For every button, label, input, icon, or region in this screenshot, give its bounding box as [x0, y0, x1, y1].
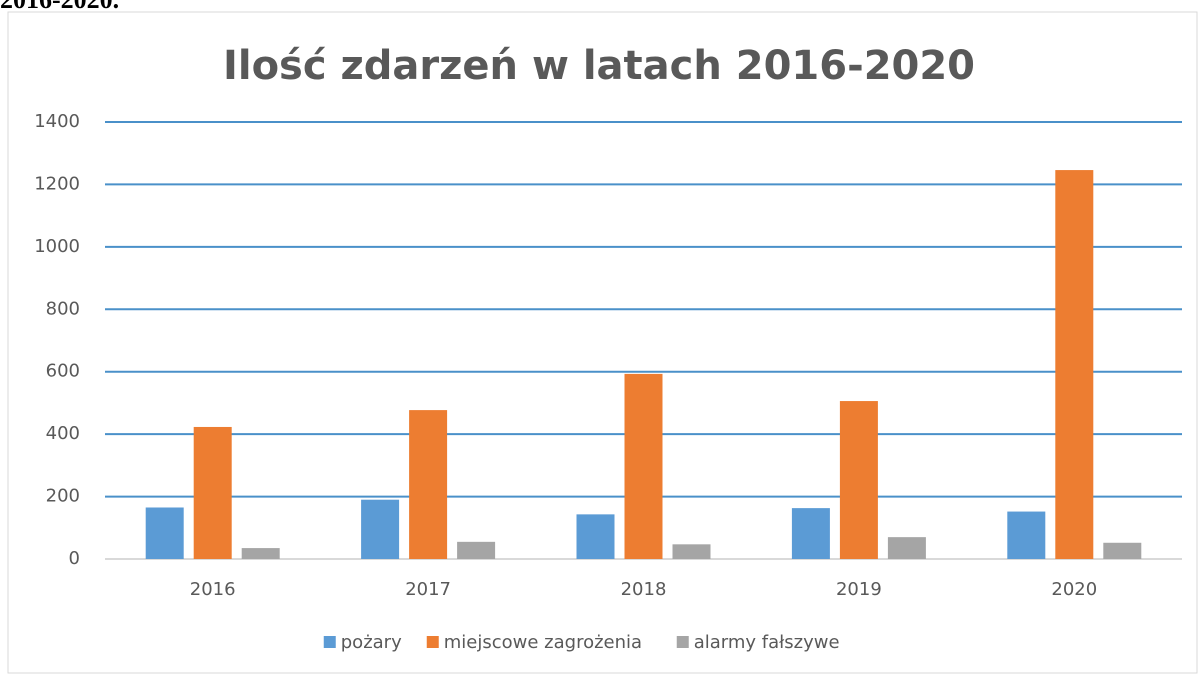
- y-tick-label: 1400: [34, 111, 80, 132]
- y-tick-label: 1200: [34, 173, 80, 194]
- bar: [624, 373, 663, 559]
- bar: [241, 548, 280, 559]
- bar: [791, 508, 830, 559]
- bar: [1007, 511, 1046, 559]
- y-tick-label: 600: [46, 361, 80, 382]
- y-tick-label: 400: [46, 423, 80, 444]
- bar: [361, 499, 400, 559]
- bar: [887, 537, 926, 559]
- x-tick-label: 2016: [190, 579, 236, 600]
- bar: [672, 544, 711, 559]
- bar: [145, 507, 184, 559]
- y-tick-label: 1000: [34, 236, 80, 257]
- x-tick-label: 2020: [1051, 579, 1097, 600]
- y-tick-label: 200: [46, 486, 80, 507]
- bar: [457, 541, 496, 559]
- y-tick-label: 800: [46, 298, 80, 319]
- legend-swatch: [426, 636, 439, 648]
- bar: [1103, 542, 1142, 559]
- bar: [409, 410, 448, 559]
- y-tick-label: 0: [69, 548, 80, 569]
- bar: [193, 426, 232, 559]
- legend-label: alarmy fałszywe: [694, 632, 840, 653]
- legend-label: miejscowe zagrożenia: [444, 632, 642, 653]
- legend-swatch: [676, 636, 689, 648]
- chart-frame: [7, 11, 1198, 674]
- legend-swatch: [323, 636, 336, 648]
- bar: [576, 514, 615, 559]
- bar: [839, 401, 878, 559]
- caption-fragment: 2016-2020.: [0, 0, 119, 14]
- bar: [1055, 170, 1094, 559]
- chart-title: Ilość zdarzeń w latach 2016-2020: [223, 43, 975, 89]
- legend-label: pożary: [341, 632, 402, 653]
- x-tick-label: 2019: [836, 579, 882, 600]
- x-tick-label: 2018: [621, 579, 667, 600]
- x-tick-label: 2017: [405, 579, 451, 600]
